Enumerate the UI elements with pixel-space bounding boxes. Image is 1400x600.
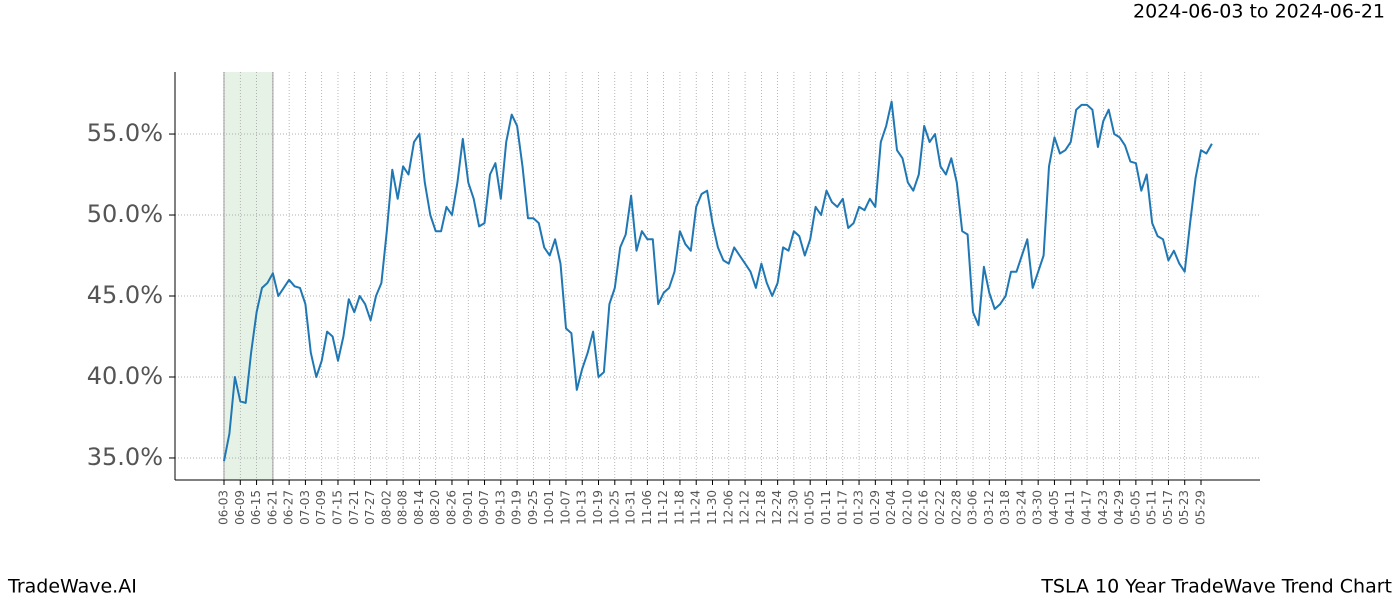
chart-subtitle: 2024-06-03 to 2024-06-21 <box>1133 1 1385 23</box>
x-tick-label: 11-30 <box>705 490 719 525</box>
footer-right: TSLA 10 Year TradeWave Trend Chart <box>1040 576 1392 598</box>
x-tick-label: 01-17 <box>835 490 849 525</box>
x-tick-label: 06-27 <box>282 490 296 525</box>
x-tick-label: 09-13 <box>493 490 507 525</box>
x-tick-label: 04-11 <box>1063 490 1077 525</box>
x-tick-label: 11-06 <box>640 490 654 525</box>
x-tick-label: 05-05 <box>1128 490 1142 525</box>
x-tick-label: 06-21 <box>265 490 279 525</box>
x-tick-label: 08-08 <box>396 490 410 525</box>
x-tick-label: 08-02 <box>379 490 393 525</box>
x-tick-label: 02-04 <box>884 490 898 525</box>
x-tick-label: 12-12 <box>738 490 752 525</box>
x-tick-label: 10-19 <box>591 490 605 525</box>
x-tick-label: 07-03 <box>298 490 312 525</box>
x-tick-label: 05-17 <box>1161 490 1175 525</box>
y-tick-label: 35.0% <box>87 443 163 471</box>
y-tick-label: 50.0% <box>87 200 163 228</box>
y-tick-label: 45.0% <box>87 281 163 309</box>
x-tick-label: 02-28 <box>949 490 963 525</box>
x-tick-label: 04-23 <box>1096 490 1110 525</box>
x-tick-label: 06-09 <box>233 490 247 525</box>
footer-left: TradeWave.AI <box>7 576 137 598</box>
x-tick-label: 12-24 <box>770 490 784 525</box>
x-tick-label: 04-17 <box>1080 490 1094 525</box>
x-tick-label: 07-09 <box>314 490 328 525</box>
x-tick-label: 03-18 <box>998 490 1012 525</box>
y-tick-label: 55.0% <box>87 119 163 147</box>
x-tick-label: 11-12 <box>656 490 670 525</box>
x-tick-label: 05-23 <box>1177 490 1191 525</box>
x-tick-label: 02-10 <box>900 490 914 525</box>
x-tick-label: 06-03 <box>217 490 231 525</box>
x-tick-label: 09-07 <box>477 490 491 525</box>
x-tick-label: 07-15 <box>330 490 344 525</box>
x-tick-label: 05-29 <box>1194 490 1208 525</box>
x-tick-label: 12-06 <box>721 490 735 525</box>
x-tick-label: 01-05 <box>803 490 817 525</box>
x-tick-label: 10-07 <box>558 490 572 525</box>
x-tick-label: 04-05 <box>1047 490 1061 525</box>
x-tick-label: 02-22 <box>933 490 947 525</box>
x-tick-label: 12-18 <box>754 490 768 525</box>
x-tick-label: 07-27 <box>363 490 377 525</box>
x-tick-label: 04-29 <box>1112 490 1126 525</box>
x-tick-label: 08-14 <box>412 490 426 525</box>
x-tick-label: 11-18 <box>672 490 686 525</box>
x-tick-label: 08-20 <box>428 490 442 525</box>
x-tick-label: 11-24 <box>689 490 703 525</box>
x-tick-label: 01-11 <box>819 490 833 525</box>
x-tick-label: 08-26 <box>444 490 458 525</box>
x-tick-label: 03-24 <box>1014 490 1028 525</box>
x-tick-label: 03-12 <box>982 490 996 525</box>
x-tick-label: 03-06 <box>966 490 980 525</box>
y-tick-label: 40.0% <box>87 362 163 390</box>
x-tick-label: 02-16 <box>917 490 931 525</box>
x-tick-label: 10-25 <box>607 490 621 525</box>
x-tick-label: 01-23 <box>852 490 866 525</box>
x-tick-label: 09-01 <box>461 490 475 525</box>
x-tick-label: 12-30 <box>786 490 800 525</box>
x-tick-label: 07-21 <box>347 490 361 525</box>
x-tick-label: 05-11 <box>1145 490 1159 525</box>
trend-line <box>223 100 1213 462</box>
x-tick-label: 10-13 <box>575 490 589 525</box>
x-tick-label: 09-25 <box>526 490 540 525</box>
x-tick-label: 10-01 <box>542 490 556 525</box>
x-tick-label: 06-15 <box>249 490 263 525</box>
x-tick-label: 10-31 <box>624 490 638 525</box>
x-tick-label: 01-29 <box>868 490 882 525</box>
x-tick-label: 03-30 <box>1031 490 1045 525</box>
x-tick-label: 09-19 <box>510 490 524 525</box>
